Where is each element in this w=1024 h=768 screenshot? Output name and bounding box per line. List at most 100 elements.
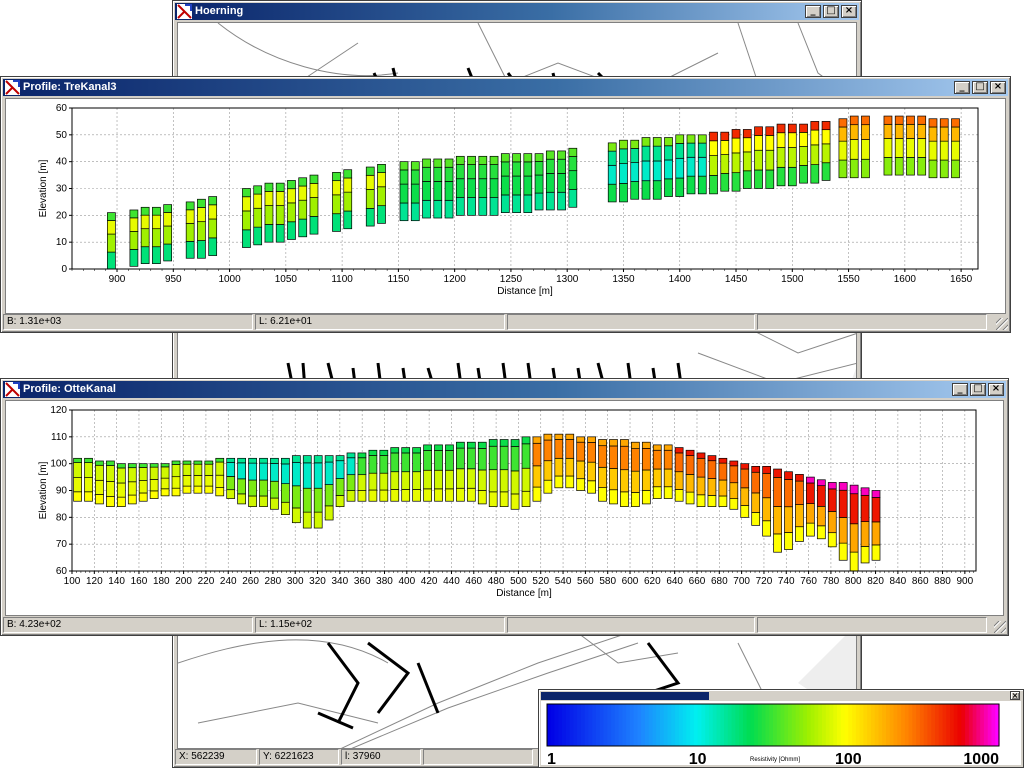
profile1-window[interactable]: Profile: TreKanal3 _ □ × 900 950 1000 1050 1… xyxy=(0,76,1011,333)
resistivity-layer xyxy=(182,475,192,487)
maximize-icon[interactable]: □ xyxy=(972,81,988,94)
resistivity-layer xyxy=(106,481,115,497)
resize-grip[interactable] xyxy=(994,621,1006,633)
resistivity-layer xyxy=(208,204,218,220)
resistivity-layer xyxy=(810,129,820,146)
resistivity-layer xyxy=(242,188,251,198)
profile-column xyxy=(906,115,915,176)
close-icon[interactable]: × xyxy=(841,5,857,18)
profile-column xyxy=(478,155,488,216)
resistivity-layer xyxy=(444,181,454,201)
resistivity-layer xyxy=(652,180,662,200)
resistivity-layer xyxy=(488,491,498,507)
resistivity-layer xyxy=(185,209,195,224)
y-tick-label: 80 xyxy=(56,512,68,523)
resistivity-layer xyxy=(488,445,498,471)
profile-column xyxy=(455,155,465,216)
resistivity-layer xyxy=(731,129,741,139)
x-tick-label: 900 xyxy=(956,576,973,587)
resistivity-layer xyxy=(399,161,409,171)
resistivity-layer xyxy=(906,115,915,125)
minimize-icon[interactable]: _ xyxy=(954,81,970,94)
color-bar-segment xyxy=(727,704,733,746)
resistivity-layer xyxy=(422,199,431,219)
x-tick-label: 1500 xyxy=(781,274,804,285)
resistivity-layer xyxy=(762,465,771,474)
resistivity-layer xyxy=(740,468,750,489)
resistivity-layer xyxy=(543,433,553,441)
resistivity-layer xyxy=(208,196,218,206)
resistivity-layer xyxy=(510,446,520,472)
resistivity-layer xyxy=(543,439,553,462)
resistivity-layer xyxy=(686,156,696,177)
resistivity-layer xyxy=(576,436,586,443)
close-icon[interactable]: × xyxy=(1010,691,1020,700)
resistivity-layer xyxy=(423,469,432,490)
resistivity-layer xyxy=(816,479,826,487)
resize-grip[interactable] xyxy=(996,318,1008,330)
resistivity-layer xyxy=(871,490,881,498)
profile2-canvas[interactable]: 100 120 140 160 180 200 220 240 260 280 300 320 340 3… xyxy=(5,400,1004,616)
profile-column xyxy=(565,433,575,489)
x-tick-label: 880 xyxy=(934,576,951,587)
resistivity-layer xyxy=(720,173,730,192)
profile-column xyxy=(686,134,696,195)
resistivity-layer xyxy=(226,476,236,491)
resistivity-layer xyxy=(729,482,739,500)
resistivity-layer xyxy=(742,151,752,172)
resistivity-layer xyxy=(939,118,949,128)
resistivity-layer xyxy=(720,154,730,174)
resistivity-layer xyxy=(652,444,662,451)
resistivity-legend-window[interactable]: × 1 10 100 1000 Resistivity [Ohmm] xyxy=(538,689,1024,768)
x-tick-label: 340 xyxy=(332,576,349,587)
minimize-icon[interactable]: _ xyxy=(952,383,968,396)
profile2-title: Profile: OtteKanal xyxy=(23,383,116,395)
resistivity-layer xyxy=(478,197,488,216)
resistivity-layer xyxy=(718,462,728,481)
y-tick-label: 50 xyxy=(56,130,68,141)
resistivity-layer xyxy=(799,146,808,166)
resistivity-layer xyxy=(127,494,137,505)
resistivity-layer xyxy=(939,159,949,179)
resistivity-layer xyxy=(731,152,741,174)
color-bar-segment xyxy=(614,704,620,746)
maximize-icon[interactable]: □ xyxy=(970,383,986,396)
profile1-canvas[interactable]: 900 950 1000 1050 1100 1150 1200 1250 1300 1350 14… xyxy=(5,98,1006,314)
color-bar-segment xyxy=(908,704,913,746)
resistivity-layer xyxy=(675,177,685,197)
minimize-icon[interactable]: _ xyxy=(805,5,821,18)
resistivity-layer xyxy=(140,206,150,216)
resistivity-layer xyxy=(576,460,586,480)
map-window-titlebar[interactable]: Hoerning _ □ × xyxy=(175,3,859,20)
resistivity-layer xyxy=(160,477,170,490)
resistivity-layer xyxy=(696,452,706,459)
color-bar-segment xyxy=(667,704,672,746)
profile1-status-empty2 xyxy=(757,314,987,330)
resistivity-layer xyxy=(675,157,685,179)
map-status-empty xyxy=(423,749,533,765)
resistivity-layer xyxy=(619,148,628,165)
profile-column xyxy=(275,182,285,243)
resistivity-layer xyxy=(652,449,662,470)
profile-column xyxy=(587,436,596,494)
profile-column xyxy=(821,121,831,181)
close-icon[interactable]: × xyxy=(988,383,1004,396)
resistivity-layer xyxy=(324,505,334,521)
resistivity-layer xyxy=(84,491,93,502)
resistivity-layer xyxy=(729,465,739,484)
resistivity-layer xyxy=(827,532,837,548)
profile-column xyxy=(619,139,628,203)
resistivity-layer xyxy=(456,447,465,470)
maximize-icon[interactable]: □ xyxy=(823,5,839,18)
profile2-window[interactable]: Profile: OtteKanal _ □ × 100 120 140 160 180… xyxy=(0,378,1009,636)
profile2-titlebar[interactable]: Profile: OtteKanal _ □ × xyxy=(3,381,1006,398)
y-tick-label: 60 xyxy=(56,566,68,577)
profile1-titlebar[interactable]: Profile: TreKanal3 _ □ × xyxy=(3,79,1008,96)
x-tick-label: 500 xyxy=(510,576,527,587)
resistivity-layer xyxy=(287,221,296,240)
close-icon[interactable]: × xyxy=(990,81,1006,94)
legend-titlebar[interactable] xyxy=(541,692,1021,700)
resistivity-layer xyxy=(140,214,150,230)
resistivity-layer xyxy=(534,161,544,176)
resistivity-layer xyxy=(641,160,651,182)
